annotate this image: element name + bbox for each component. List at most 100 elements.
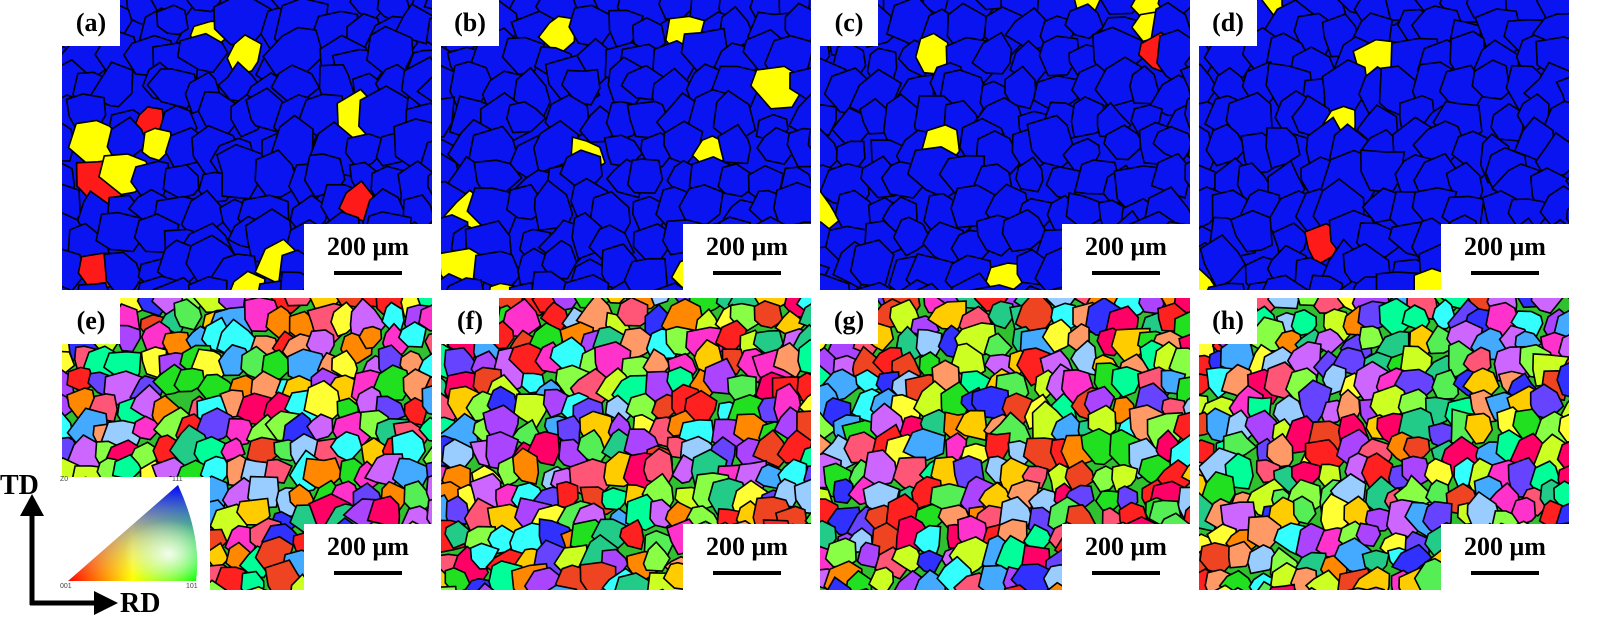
grain	[915, 282, 940, 290]
scale-bar: 200 μm	[1441, 224, 1569, 290]
td-axis-label: TD	[0, 470, 39, 501]
grain	[562, 274, 610, 290]
grain	[215, 143, 266, 200]
grain	[1173, 298, 1190, 315]
grain	[426, 498, 432, 529]
grain	[753, 300, 784, 329]
grain	[856, 281, 892, 290]
grain	[425, 474, 432, 504]
grain	[444, 567, 473, 590]
grain	[863, 449, 898, 487]
grain	[626, 158, 664, 194]
grain	[1184, 160, 1190, 188]
scale-bar: 200 μm	[304, 224, 432, 290]
grain	[397, 320, 427, 348]
grain	[1355, 522, 1382, 548]
grain	[1556, 441, 1569, 475]
panel-d: (d) 200 μm	[1199, 0, 1569, 290]
grain	[1110, 365, 1144, 399]
scale-bar-label: 200 μm	[706, 532, 788, 561]
grain	[950, 272, 994, 290]
grain	[793, 478, 811, 515]
grain	[1227, 540, 1253, 569]
panel-label: (h)	[1199, 298, 1257, 344]
grain	[155, 4, 189, 36]
rd-arrow-icon	[94, 591, 118, 615]
grain	[88, 61, 134, 108]
panel-label: (e)	[62, 298, 120, 344]
grain	[240, 570, 265, 590]
scale-bar-line	[1471, 571, 1539, 575]
grain	[971, 31, 1013, 75]
grain	[284, 298, 313, 307]
grain	[131, 415, 162, 441]
grain	[400, 55, 432, 112]
panel-b: (b) 200 μm	[441, 0, 811, 290]
rd-axis-label: RD	[120, 588, 161, 619]
grain	[798, 303, 811, 329]
grain	[421, 385, 432, 416]
grain	[505, 101, 547, 134]
grain	[1168, 347, 1190, 381]
grain	[915, 328, 943, 357]
grain	[426, 171, 432, 196]
grain	[560, 68, 601, 106]
grain	[1564, 177, 1569, 187]
grain	[1038, 35, 1081, 77]
grain	[752, 429, 790, 469]
panel-g: (g) 200 μm	[820, 298, 1190, 590]
grain	[892, 216, 933, 257]
grain	[1555, 76, 1569, 119]
grain	[1553, 480, 1569, 510]
scale-bar: 200 μm	[1062, 524, 1190, 590]
grain	[1103, 124, 1146, 161]
grain	[173, 367, 206, 393]
grain	[441, 96, 456, 138]
panel-label: (f)	[441, 298, 499, 344]
grain	[1358, 325, 1386, 351]
grain	[1557, 413, 1569, 444]
grain	[62, 393, 74, 419]
grain	[95, 211, 142, 253]
grain	[653, 282, 689, 290]
grain	[330, 301, 357, 338]
grain	[424, 332, 432, 356]
scale-bar-line	[1092, 571, 1160, 575]
td-arrow-icon	[20, 494, 44, 516]
panel-label: (c)	[820, 0, 878, 46]
grain	[619, 518, 645, 551]
grain	[1214, 584, 1234, 590]
grain	[789, 67, 811, 101]
scale-bar: 200 μm	[1062, 224, 1190, 290]
grain	[306, 413, 334, 442]
panel-label: (d)	[1199, 0, 1257, 46]
ipf-corner-001-label: 001	[60, 583, 72, 590]
sample-axes: TD RD	[0, 470, 160, 630]
grain	[1041, 318, 1075, 354]
grain	[1150, 152, 1190, 200]
grain	[1199, 233, 1247, 289]
grain	[820, 127, 841, 175]
grain	[1206, 282, 1245, 290]
grain	[1004, 65, 1037, 110]
grain	[642, 540, 671, 572]
grain	[246, 585, 268, 590]
grain	[786, 127, 811, 168]
grain	[213, 566, 247, 590]
grain	[511, 447, 540, 485]
grain	[423, 0, 432, 10]
grain	[659, 588, 665, 590]
grain	[1129, 64, 1160, 105]
grain	[1308, 274, 1344, 290]
grain	[1070, 339, 1098, 376]
panel-label: (b)	[441, 0, 499, 46]
grain	[1186, 144, 1190, 159]
grain	[1218, 569, 1255, 590]
grain	[970, 284, 1015, 290]
grain	[416, 76, 432, 103]
grain	[606, 298, 626, 305]
grain	[1267, 298, 1300, 310]
grain	[1510, 496, 1537, 527]
scale-bar-label: 200 μm	[1464, 532, 1546, 561]
grain	[1304, 569, 1346, 590]
